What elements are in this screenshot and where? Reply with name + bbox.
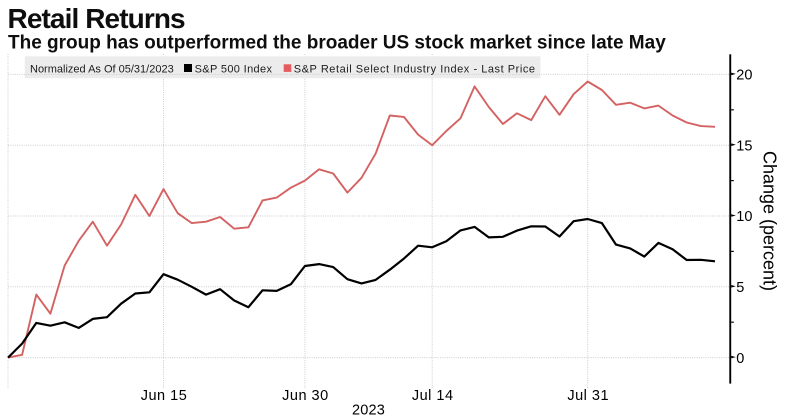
svg-text:Jul 31: Jul 31 — [567, 388, 609, 404]
svg-text:Normalized As Of 05/31/2023: Normalized As Of 05/31/2023 — [30, 64, 174, 76]
svg-text:Change (percent): Change (percent) — [760, 151, 780, 291]
svg-text:2023: 2023 — [352, 403, 385, 419]
svg-text:S&P 500 Index: S&P 500 Index — [195, 64, 273, 76]
svg-text:10: 10 — [736, 209, 752, 225]
svg-text:Jul 14: Jul 14 — [412, 388, 454, 404]
svg-text:S&P Retail Select Industry Ind: S&P Retail Select Industry Index - Last … — [294, 64, 536, 76]
svg-text:Retail Returns: Retail Returns — [8, 3, 186, 34]
svg-text:20: 20 — [736, 68, 752, 84]
svg-text:Jun 15: Jun 15 — [141, 388, 188, 404]
svg-text:0: 0 — [736, 351, 744, 367]
svg-text:The group has outperformed the: The group has outperformed the broader U… — [8, 33, 666, 54]
svg-text:15: 15 — [736, 138, 752, 154]
svg-text:Jun 30: Jun 30 — [282, 388, 329, 404]
svg-text:5: 5 — [736, 280, 744, 296]
